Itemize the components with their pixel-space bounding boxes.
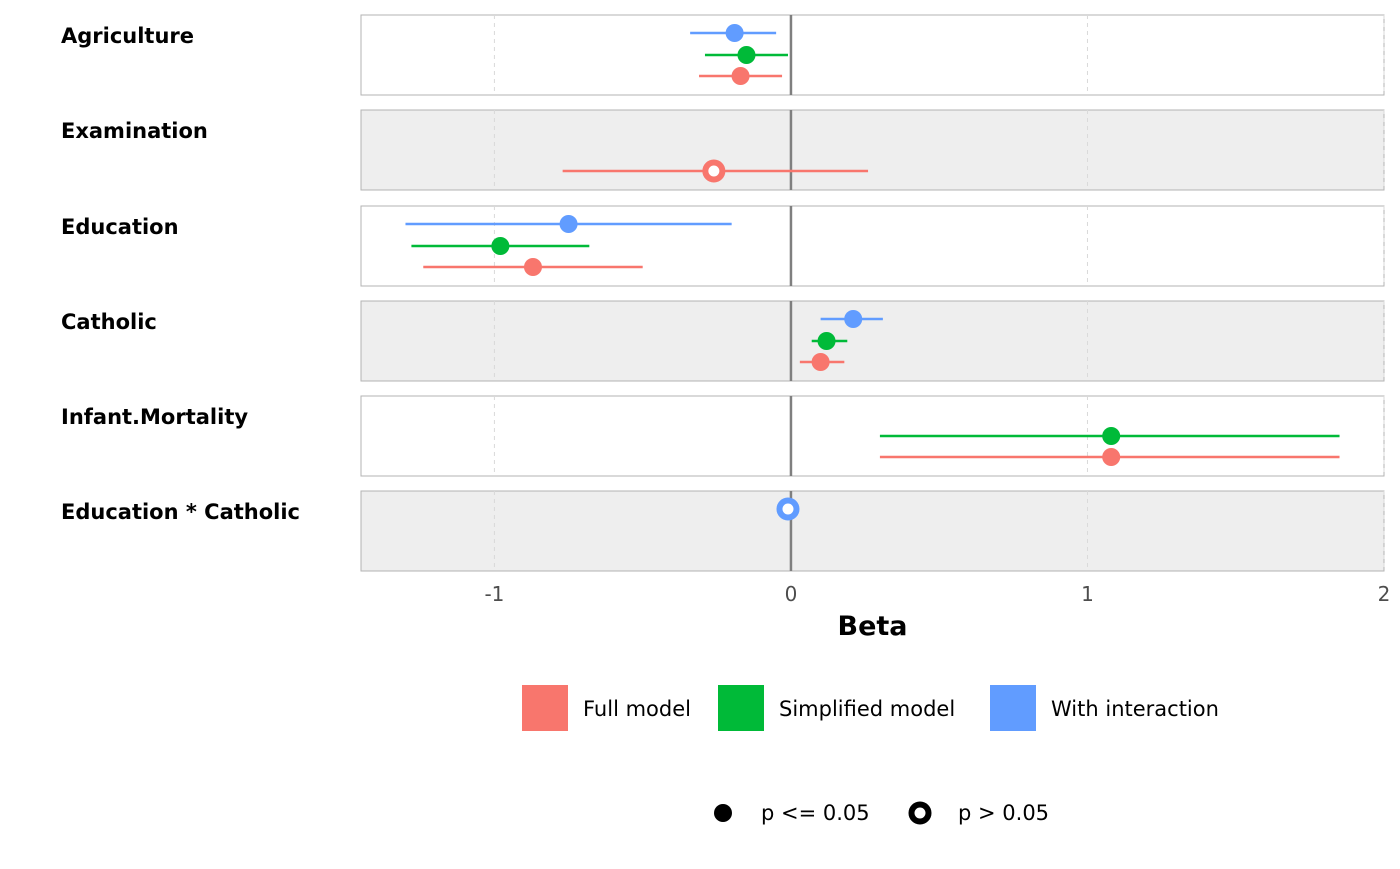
point	[1102, 448, 1121, 466]
x-tick-label: 1	[1081, 582, 1094, 606]
legend-label: With interaction	[1051, 697, 1219, 721]
point	[811, 353, 830, 371]
point	[737, 46, 756, 64]
legend-filled-point	[714, 804, 732, 822]
term-label: Catholic	[61, 310, 157, 334]
legend-label: Full model	[583, 697, 691, 721]
legend-key	[718, 685, 764, 731]
legend-label: Simplified model	[779, 697, 955, 721]
x-tick-label: 2	[1378, 582, 1391, 606]
panel-0	[360, 14, 1385, 96]
legend-key	[990, 685, 1036, 731]
x-tick-label: -1	[484, 582, 504, 606]
point	[1102, 427, 1121, 445]
legend-label: p > 0.05	[958, 801, 1049, 825]
point	[725, 24, 744, 42]
legend-label: p <= 0.05	[761, 801, 870, 825]
panel-1	[360, 109, 1385, 191]
point	[731, 67, 750, 85]
point	[523, 258, 542, 276]
point	[559, 215, 578, 233]
panel-5	[360, 490, 1385, 572]
point-open	[776, 497, 800, 521]
point	[491, 237, 510, 255]
term-label: Examination	[61, 119, 208, 143]
point	[817, 332, 836, 350]
term-label: Infant.Mortality	[61, 405, 248, 429]
term-label: Agriculture	[61, 24, 194, 48]
legend-open-point	[908, 801, 932, 825]
point	[844, 310, 863, 328]
legend-key	[522, 685, 568, 731]
panel-3	[360, 300, 1385, 382]
x-tick-label: 0	[785, 582, 798, 606]
term-label: Education * Catholic	[61, 500, 300, 524]
point-open	[702, 159, 726, 183]
term-label: Education	[61, 215, 179, 239]
x-axis-label: Beta	[837, 611, 907, 642]
